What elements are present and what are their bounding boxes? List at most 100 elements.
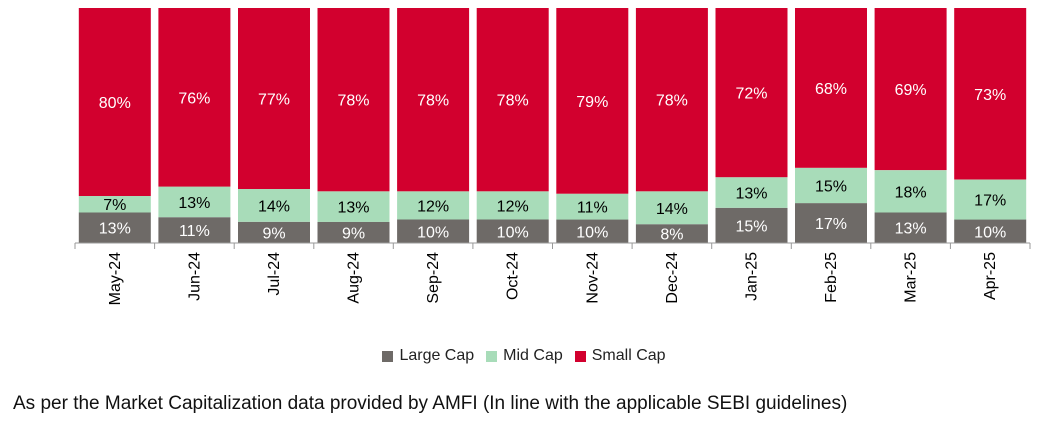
x-tick-label-jan-25: Jan-25	[744, 252, 761, 301]
legend-label-mid: Mid Cap	[503, 347, 563, 364]
data-label-small-mar-25: 69%	[895, 82, 927, 99]
x-tick-label-nov-24: Nov-24	[584, 252, 601, 304]
data-label-small-aug-24: 78%	[337, 93, 369, 110]
x-tick-label-jun-24: Jun-24	[186, 252, 203, 301]
bar-small-feb-25	[795, 8, 867, 168]
data-label-small-oct-24: 78%	[497, 93, 529, 110]
x-tick-label-feb-25: Feb-25	[823, 252, 840, 303]
bar-small-sep-24	[397, 8, 470, 192]
bar-small-jul-24	[238, 8, 310, 189]
bar-small-mar-25	[874, 8, 947, 171]
bar-mid-sep-24	[397, 191, 470, 220]
data-label-small-jul-24: 77%	[258, 92, 290, 109]
data-label-mid-jul-24: 14%	[258, 198, 290, 215]
data-label-mid-sep-24: 12%	[417, 198, 449, 215]
data-label-mid-feb-25: 15%	[815, 178, 847, 195]
data-label-small-sep-24: 78%	[417, 93, 449, 110]
bar-mid-jan-25	[715, 177, 788, 208]
legend-item-small: Small Cap	[574, 347, 666, 365]
bar-small-nov-24	[556, 8, 629, 194]
x-tick-label-aug-24: Aug-24	[346, 252, 363, 304]
bar-large-apr-25	[954, 219, 1027, 243]
bar-large-oct-24	[476, 219, 549, 243]
data-label-large-jun-24: 11%	[179, 223, 210, 240]
bar-large-nov-24	[556, 219, 629, 243]
bar-small-dec-24	[635, 8, 708, 192]
x-tick-label-dec-24: Dec-24	[664, 252, 681, 304]
data-labels-group: 13% 7% 80% 11% 13% 76% 9% 14% 77% 9% 13% 78% 10% 12% 7…	[99, 81, 1006, 244]
bars-group	[78, 8, 1027, 244]
data-label-mid-jun-24: 13%	[178, 195, 210, 212]
data-label-mid-mar-25: 18%	[895, 184, 927, 201]
data-label-large-may-24: 13%	[99, 221, 131, 238]
stacked-bar-chart: 13% 7% 80% 11% 13% 76% 9% 14% 77% 9% 13% 78% 10% 12% 7…	[74, 8, 1031, 305]
legend-item-mid: Mid Cap	[486, 347, 563, 365]
data-label-small-dec-24: 78%	[656, 93, 688, 110]
data-label-mid-jan-25: 13%	[735, 186, 767, 203]
data-label-small-feb-25: 68%	[815, 81, 847, 98]
x-tick-label-jul-24: Jul-24	[266, 252, 283, 296]
legend-swatch-mid	[486, 350, 498, 362]
bar-mid-oct-24	[476, 191, 549, 220]
bar-mid-dec-24	[635, 191, 708, 225]
bar-small-oct-24	[476, 8, 549, 192]
data-label-large-nov-24: 10%	[576, 224, 608, 241]
legend-label-small: Small Cap	[591, 347, 666, 364]
legend: Large Cap Mid Cap Small Cap	[0, 347, 1048, 367]
x-tick-label-apr-25: Apr-25	[982, 252, 999, 300]
data-label-mid-may-24: 7%	[103, 197, 126, 214]
data-label-large-apr-25: 10%	[974, 224, 1006, 241]
data-label-small-may-24: 80%	[99, 95, 131, 112]
data-label-large-jan-25: 15%	[735, 218, 767, 235]
bar-large-jun-24	[158, 217, 231, 244]
bar-small-jan-25	[715, 8, 788, 178]
legend-swatch-large	[382, 350, 394, 362]
data-label-mid-dec-24: 14%	[656, 201, 688, 218]
data-label-mid-oct-24: 12%	[497, 198, 529, 215]
data-label-large-dec-24: 8%	[660, 227, 683, 244]
bar-small-jun-24	[158, 8, 231, 187]
data-label-large-sep-24: 10%	[417, 224, 449, 241]
bar-mid-feb-25	[795, 167, 867, 204]
legend-item-large: Large Cap	[382, 347, 474, 365]
bar-large-jul-24	[238, 221, 310, 243]
bar-mid-jun-24	[158, 186, 231, 218]
bar-mid-may-24	[78, 196, 151, 213]
bar-large-jan-25	[715, 207, 788, 244]
data-label-small-jun-24: 76%	[178, 90, 210, 107]
x-tick-label-mar-25: Mar-25	[903, 252, 920, 303]
legend-swatch-small	[574, 350, 586, 362]
x-tick-label-oct-24: Oct-24	[505, 252, 522, 300]
bar-mid-apr-25	[954, 179, 1027, 220]
data-label-large-aug-24: 9%	[342, 225, 365, 242]
x-tick-label-sep-24: Sep-24	[425, 252, 442, 304]
x-tick-labels-group: May-24 Jun-24 Jul-24 Aug-24 Sep-24 Oct-24 Nov-…	[107, 252, 999, 305]
footnote: As per the Market Capitalization data pr…	[13, 393, 848, 414]
bar-large-mar-25	[874, 212, 947, 243]
data-label-large-oct-24: 10%	[497, 224, 529, 241]
bar-large-sep-24	[397, 219, 470, 243]
bar-large-feb-25	[795, 203, 867, 244]
bar-mid-jul-24	[238, 188, 310, 222]
data-label-large-mar-25: 13%	[895, 221, 927, 238]
data-label-small-nov-24: 79%	[576, 94, 608, 111]
legend-label-large: Large Cap	[399, 347, 475, 364]
bar-small-may-24	[78, 8, 151, 196]
tick-marks-group	[74, 243, 1031, 249]
bar-large-dec-24	[635, 224, 708, 243]
x-tick-label-may-24: May-24	[107, 252, 124, 305]
data-label-mid-apr-25: 17%	[974, 193, 1006, 210]
bar-mid-mar-25	[874, 170, 947, 213]
data-label-small-apr-25: 73%	[974, 87, 1006, 104]
data-label-large-feb-25: 17%	[815, 216, 847, 233]
data-label-mid-aug-24: 13%	[337, 200, 369, 217]
data-label-large-jul-24: 9%	[262, 225, 285, 242]
bar-mid-nov-24	[556, 193, 629, 220]
bar-large-aug-24	[317, 221, 390, 243]
bar-small-aug-24	[317, 8, 390, 192]
bar-mid-aug-24	[317, 191, 390, 222]
data-label-mid-nov-24: 11%	[577, 200, 608, 217]
bar-small-apr-25	[954, 8, 1027, 180]
bar-large-may-24	[78, 212, 151, 243]
data-label-small-jan-25: 72%	[735, 86, 767, 103]
